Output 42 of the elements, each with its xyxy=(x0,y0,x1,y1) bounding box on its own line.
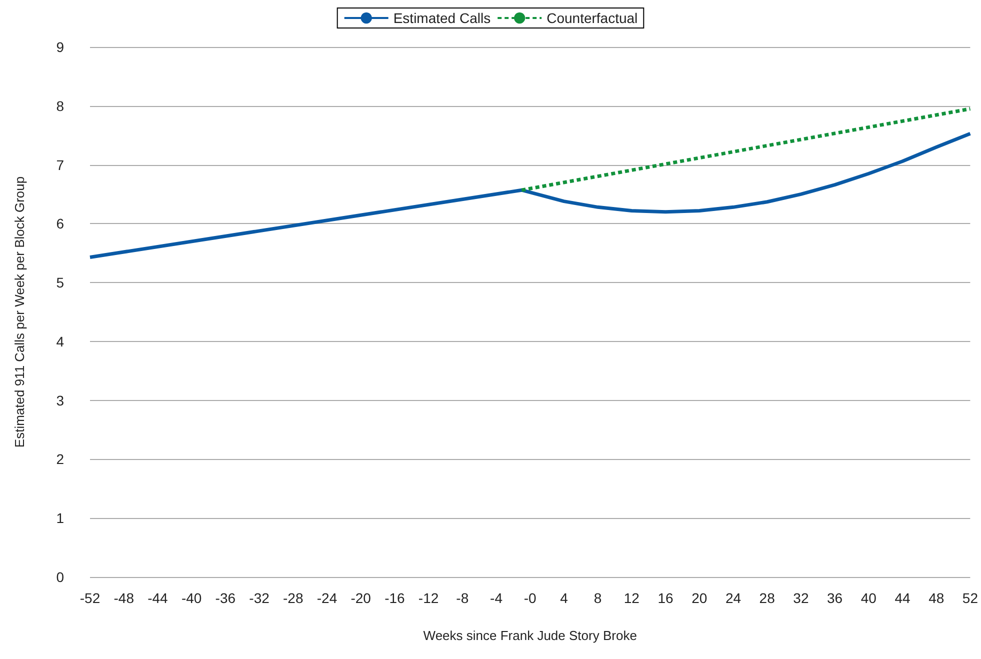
x-tick-label: -20 xyxy=(350,590,372,606)
line-series xyxy=(88,132,972,259)
x-tick-label: -40 xyxy=(181,590,202,606)
x-tick-label: 24 xyxy=(725,590,742,606)
x-tick-label: -28 xyxy=(283,590,304,606)
x-tick-label: -16 xyxy=(384,590,406,606)
y-tick-label: 3 xyxy=(56,392,64,408)
x-tick-label: -0 xyxy=(524,590,537,606)
x-tick-label: 28 xyxy=(759,590,776,606)
y-tick-label: 1 xyxy=(56,510,64,526)
x-tick-label: 36 xyxy=(827,590,843,606)
y-tick-label: 6 xyxy=(56,216,64,232)
x-tick-label: -36 xyxy=(215,590,236,606)
x-tick-label: 44 xyxy=(894,590,910,606)
y-tick-label: 2 xyxy=(56,451,64,468)
x-tick-label: 16 xyxy=(658,590,674,606)
x-tick-label: -8 xyxy=(456,590,469,606)
x-tick-label: 52 xyxy=(962,590,978,606)
x-tick-label: -48 xyxy=(114,590,134,606)
y-tick-label: 9 xyxy=(56,39,64,55)
x-tick-label: 12 xyxy=(624,590,640,606)
x-tick-label: 8 xyxy=(594,590,602,606)
x-tick-label: 32 xyxy=(793,590,809,606)
x-tick-label: 48 xyxy=(928,590,944,606)
x-tick-label: 4 xyxy=(560,590,568,606)
y-tick-label: 7 xyxy=(56,156,64,173)
x-tick-label: 20 xyxy=(692,590,708,606)
x-tick-label: -12 xyxy=(418,590,439,606)
x-tick-label: -44 xyxy=(148,590,168,606)
y-tick-label: 5 xyxy=(56,274,64,291)
y-tick-label: 8 xyxy=(56,98,64,114)
y-tick-label: 0 xyxy=(56,569,64,585)
y-tick-label: 4 xyxy=(56,333,64,350)
legend-label: Counterfactual xyxy=(546,10,638,26)
x-axis-title: Weeks since Frank Jude Story Broke xyxy=(423,628,637,643)
x-tick-label: -24 xyxy=(316,590,338,606)
legend-label: Estimated Calls xyxy=(393,10,491,26)
x-tick-label: -4 xyxy=(490,590,503,606)
x-tick-label: 40 xyxy=(860,590,877,606)
x-tick-label: -32 xyxy=(249,590,270,606)
y-axis-title: Estimated 911 Calls per Week per Block Group xyxy=(12,176,27,448)
x-tick-label: -52 xyxy=(80,590,100,606)
